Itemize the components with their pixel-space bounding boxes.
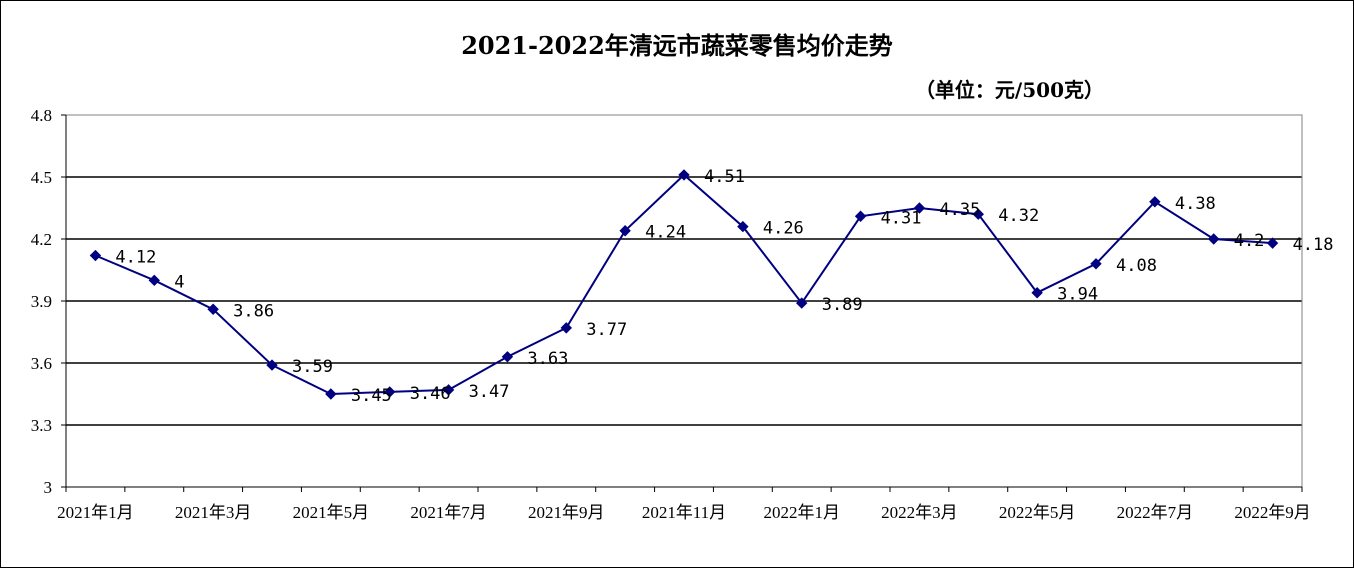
y-tick-label: 3.6 [31, 354, 52, 373]
data-point-marker [737, 220, 749, 233]
data-point-label: 3.77 [586, 320, 627, 340]
y-tick-label: 3.3 [31, 416, 52, 435]
data-point-marker [796, 297, 808, 309]
y-tick-label: 3.9 [31, 292, 52, 311]
y-tick-label: 4.2 [31, 230, 52, 249]
data-point-marker [148, 274, 160, 287]
data-point-label: 4.31 [881, 208, 922, 228]
data-point-label: 4.32 [998, 206, 1039, 226]
data-point-marker [207, 303, 219, 315]
data-point-label: 4.08 [1116, 256, 1157, 276]
data-point-label: 4.38 [1175, 194, 1216, 214]
data-point-marker [501, 351, 514, 363]
data-point-label: 3.46 [410, 384, 451, 404]
data-point-marker [325, 388, 337, 400]
data-point-label: 4.18 [1293, 235, 1334, 255]
data-point-label: 4.26 [763, 219, 804, 239]
x-axis-ticks: 2021年1月 2021年3月 2021年5月 2021年7月 2021年9月 2021年… [57, 487, 1311, 522]
x-tick-label: 2022年5月 [999, 503, 1076, 522]
data-point-label: 4.35 [939, 200, 980, 220]
data-point-label: 4.2 [1234, 231, 1265, 251]
x-tick-label: 2021年7月 [410, 503, 487, 522]
y-tick-label: 3 [44, 478, 53, 497]
data-point-label: 3.63 [527, 349, 568, 369]
data-point-marker [619, 225, 631, 237]
x-tick-label: 2022年1月 [763, 503, 840, 522]
data-point-label: 3.89 [822, 295, 863, 315]
x-tick-label: 2021年3月 [175, 503, 252, 522]
data-point-label: 3.45 [351, 386, 392, 406]
data-point-label: 4.51 [704, 167, 745, 187]
data-point-marker [89, 249, 102, 262]
x-tick-label: 2022年3月 [881, 503, 958, 522]
x-tick-label: 2021年11月 [642, 503, 726, 522]
data-point-marker [266, 359, 278, 371]
y-tick-label: 4.5 [31, 168, 52, 187]
data-point-marker [678, 169, 690, 181]
x-tick-label: 2021年5月 [293, 503, 370, 522]
data-point-marker [384, 386, 396, 398]
data-point-marker [442, 384, 455, 396]
data-point-marker [854, 210, 867, 222]
chart-title: 2021-2022年清远市蔬菜零售均价走势 [461, 31, 893, 60]
y-axis-ticks: 4.8 4.5 4.2 3.9 3.6 3.3 3 [31, 106, 66, 497]
data-point-marker [560, 322, 572, 334]
data-point-label: 4 [174, 272, 184, 292]
data-point-marker [1149, 196, 1161, 208]
data-point-label: 4.24 [645, 223, 686, 243]
chart-unit-note: （单位：元/500克） [914, 78, 1104, 102]
data-point-marker [913, 202, 926, 214]
data-point-label: 3.94 [1057, 285, 1098, 305]
data-point-label: 4.12 [115, 248, 156, 268]
data-point-marker [1090, 258, 1102, 270]
data-point-marker [972, 208, 984, 220]
data-point-label: 3.47 [469, 382, 510, 402]
x-tick-label: 2022年7月 [1117, 503, 1194, 522]
data-point-label: 3.59 [292, 357, 333, 377]
data-point-marker [1208, 233, 1220, 245]
data-point-label: 3.86 [233, 301, 274, 321]
data-point-marker [1031, 287, 1043, 299]
series-line [89, 169, 1279, 400]
x-tick-label: 2021年9月 [528, 503, 605, 522]
x-tick-label: 2022年9月 [1234, 503, 1311, 522]
x-tick-label: 2021年1月 [57, 503, 134, 522]
y-tick-label: 4.8 [31, 106, 52, 125]
data-labels: 4.12 4 3.86 3.59 3.45 3.46 3.47 3.63 3.77 4.24 4.5… [115, 167, 1333, 406]
data-point-marker [1266, 237, 1279, 249]
